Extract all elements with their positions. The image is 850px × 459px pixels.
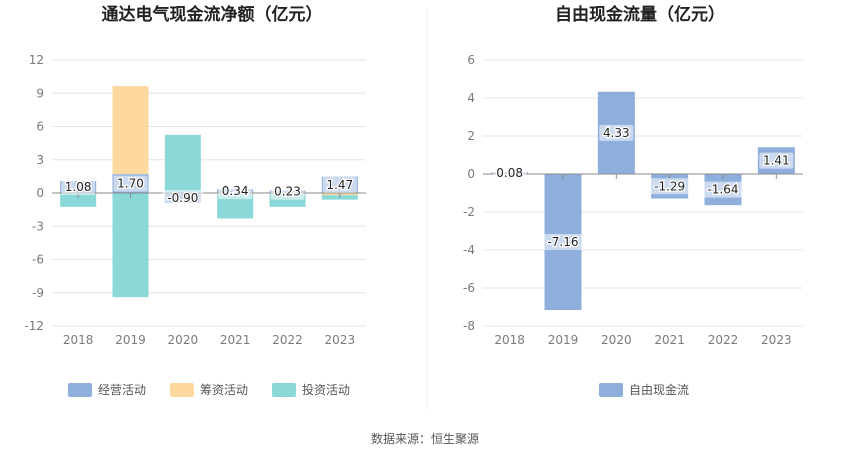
y-tick-label: -2 — [463, 205, 475, 219]
y-tick-label: -6 — [32, 253, 44, 267]
data-label: 0.08 — [496, 166, 523, 180]
x-tick-label: 2023 — [761, 333, 792, 347]
legend-swatch — [68, 383, 92, 397]
free-cash-flow-chart: 自由现金流量（亿元） 6 4 2 0 -2 -4 -6 -8 2018 2019 2020 2021 20… — [463, 4, 803, 397]
y-tick-label: -6 — [463, 281, 475, 295]
x-tick-label: 2019 — [548, 333, 579, 347]
y-tick-label: 6 — [36, 120, 44, 134]
x-tick-label: 2023 — [325, 333, 356, 347]
data-label-bg — [649, 178, 691, 195]
data-label: -0.90 — [167, 191, 198, 205]
data-label: 1.41 — [763, 154, 790, 168]
data-label-bg — [162, 189, 204, 206]
y-tick-label: 9 — [36, 86, 44, 100]
x-tick-label: 2019 — [115, 333, 146, 347]
legend-swatch — [170, 383, 194, 397]
y-tick-label: 12 — [29, 53, 44, 67]
y-tick-label: 2 — [467, 129, 475, 143]
data-label-bg — [270, 183, 305, 200]
x-tick-label: 2020 — [168, 333, 199, 347]
y-tick-label: 4 — [467, 91, 475, 105]
data-label: 1.08 — [65, 180, 92, 194]
data-label-bg — [759, 152, 794, 169]
data-label: 4.33 — [603, 126, 630, 140]
x-tick-label: 2018 — [494, 333, 525, 347]
data-label-bg — [599, 124, 634, 141]
data-label: 1.70 — [117, 177, 144, 191]
y-tick-label: -8 — [463, 319, 475, 333]
y-tick-label: -12 — [24, 319, 44, 333]
y-tick-label: -3 — [32, 219, 44, 233]
x-tick-label: 2022 — [708, 333, 739, 347]
legend-label: 自由现金流 — [629, 382, 689, 397]
x-tick-label: 2021 — [654, 333, 685, 347]
x-tick-label: 2021 — [220, 333, 251, 347]
data-label-bg — [113, 175, 148, 192]
y-tick-label: -9 — [32, 286, 44, 300]
data-label: 0.34 — [222, 184, 249, 198]
chart-title: 通达电气现金流净额（亿元） — [102, 4, 323, 25]
data-label-bg — [218, 183, 253, 200]
legend-swatch — [599, 383, 623, 397]
legend-label: 投资活动 — [302, 382, 350, 397]
bar-financing — [112, 86, 149, 175]
x-tick-label: 2022 — [272, 333, 303, 347]
data-label-bg — [702, 181, 744, 198]
data-label: -1.29 — [654, 179, 685, 193]
bar-investing — [112, 193, 149, 298]
legend-swatch — [272, 383, 296, 397]
data-label-bg — [322, 176, 357, 193]
cash-flow-chart: 通达电气现金流净额（亿元） 12 9 6 3 0 -3 -6 -9 -12 2018 2019 2020… — [24, 4, 366, 397]
data-label: 0.23 — [274, 185, 301, 199]
y-tick-label: 0 — [36, 186, 44, 200]
data-label: -7.16 — [547, 235, 578, 249]
x-tick-label: 2018 — [63, 333, 94, 347]
source-note: 数据来源：恒生聚源 — [370, 432, 479, 446]
data-label-bg — [542, 234, 584, 251]
data-label: -1.64 — [707, 183, 738, 197]
data-label-bg — [492, 165, 527, 182]
x-tick-label: 2020 — [601, 333, 632, 347]
y-tick-label: 3 — [36, 153, 44, 167]
bar-investing — [164, 134, 201, 193]
legend-label: 筹资活动 — [200, 383, 248, 397]
legend-label: 经营活动 — [98, 383, 146, 397]
data-label-bg — [61, 179, 96, 196]
chart-title: 自由现金流量（亿元） — [555, 4, 725, 25]
data-label: 1.47 — [326, 178, 353, 192]
y-tick-label: 6 — [467, 53, 475, 67]
y-tick-label: 0 — [467, 167, 475, 181]
bar-investing — [60, 193, 97, 207]
y-tick-label: -4 — [463, 243, 475, 257]
